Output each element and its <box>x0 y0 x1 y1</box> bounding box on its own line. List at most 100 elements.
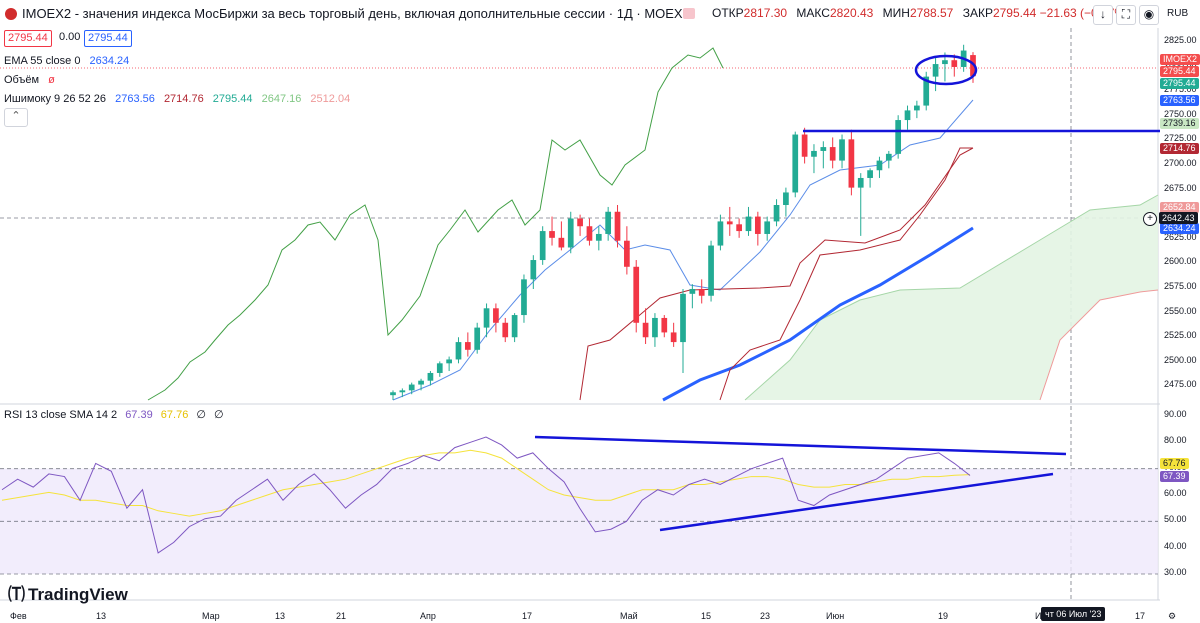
candle-body <box>820 147 827 151</box>
candle-body <box>511 315 518 338</box>
candle-body <box>717 221 724 246</box>
candle <box>839 134 845 169</box>
candle-body <box>605 211 612 234</box>
price-tag: 2739.16 <box>1160 118 1199 129</box>
candle-body <box>923 76 930 106</box>
candle <box>904 105 911 130</box>
symbol-title[interactable]: IMOEX2 - значения индекса МосБиржи за ве… <box>22 6 683 21</box>
camera-icon[interactable]: ◉ <box>1139 5 1159 25</box>
candle-body <box>446 359 452 364</box>
price-tag: 2795.44 <box>1160 78 1199 89</box>
candle <box>848 129 855 196</box>
candle <box>876 156 883 178</box>
settings-gear-icon[interactable]: ⚙ <box>1168 611 1177 621</box>
arrow-down-icon[interactable]: ↓ <box>1093 5 1113 25</box>
senkou-span-a <box>744 194 1159 401</box>
rsi-sma-line <box>1 449 971 517</box>
price-tag: 2652.84 <box>1160 202 1199 213</box>
price-axis-label: 2575.00 <box>1164 281 1197 291</box>
candle <box>642 308 649 345</box>
candle <box>811 144 817 174</box>
ema-legend[interactable]: EMA 55 close 0 2634.24 <box>4 55 130 67</box>
rsi-upper-trendline <box>534 435 1067 456</box>
candle <box>464 332 471 357</box>
time-axis-label: 23 <box>760 611 771 621</box>
candle <box>895 115 902 159</box>
candle <box>661 315 668 338</box>
fullscreen-icon[interactable]: ⛶ <box>1116 5 1136 25</box>
user-drawings <box>534 54 1160 532</box>
tradingview-logo-icon: 🄣 <box>8 585 25 604</box>
candle <box>820 141 827 169</box>
tradingview-logo[interactable]: 🄣 TradingView <box>8 580 128 605</box>
kumo-area <box>745 195 1158 400</box>
candle <box>605 206 612 241</box>
time-axis-label: 21 <box>336 611 347 621</box>
price-axis-label: 2525.00 <box>1164 330 1197 341</box>
flag-icon[interactable] <box>683 8 695 19</box>
bid-price[interactable]: 2795.44 <box>4 30 52 47</box>
candle-body <box>848 139 855 188</box>
price-tag: 2714.76 <box>1160 143 1199 154</box>
price-axis-label: 2625.00 <box>1164 231 1197 242</box>
candle-body <box>408 384 415 391</box>
currency-label[interactable]: RUB <box>1167 8 1189 19</box>
candle-body <box>680 293 686 343</box>
price-axis-label: 2700.00 <box>1164 158 1197 168</box>
candle-body <box>689 288 696 294</box>
hidden-eye-icon[interactable]: ø <box>48 74 55 86</box>
candle <box>867 168 873 188</box>
candle <box>436 361 443 377</box>
candle <box>511 313 518 343</box>
candle-body <box>624 240 630 267</box>
collapse-legend-button[interactable]: ⌃ <box>4 108 28 127</box>
candle-body <box>642 322 649 338</box>
candle-body <box>567 218 574 248</box>
candle <box>680 288 686 373</box>
candle-body <box>867 170 873 178</box>
candle-body <box>708 245 714 296</box>
price-axis-label: 2475.00 <box>1164 379 1197 390</box>
candle <box>932 57 939 92</box>
candlestick-series <box>390 44 976 400</box>
candle-body <box>633 266 640 323</box>
price-axis-label: 2725.00 <box>1164 133 1197 144</box>
price-axis-label: 2500.00 <box>1164 354 1197 365</box>
ohlc-values: ОТКР2817.30 МАКС2820.43 МИН2788.57 ЗАКР2… <box>712 6 1130 20</box>
candle <box>783 187 789 217</box>
candle-body <box>970 55 976 77</box>
candle <box>427 371 434 386</box>
ask-price[interactable]: 2795.44 <box>84 30 132 47</box>
volume-legend[interactable]: Объём ø <box>4 74 55 86</box>
candle-body <box>670 332 677 343</box>
senkou-span-b <box>1039 289 1159 401</box>
candle-body <box>577 218 583 227</box>
candle-body <box>764 221 771 234</box>
candle-body <box>483 308 490 328</box>
candle-body <box>745 216 752 232</box>
rsi-legend[interactable]: RSI 13 close SMA 14 2 67.39 67.76 ∅ ∅ <box>4 409 224 421</box>
price-axis-label: 2675.00 <box>1164 182 1197 193</box>
candle-body <box>436 363 443 373</box>
candle <box>586 218 593 246</box>
time-axis-label: Фев <box>10 611 27 621</box>
candle-body <box>895 120 902 154</box>
rsi-axis-label: 90.00 <box>1164 409 1187 419</box>
add-alert-icon[interactable]: + <box>1143 212 1157 226</box>
candle-body <box>726 221 733 225</box>
rsi-value-tag: 67.76 <box>1160 458 1189 469</box>
price-axis-label: 2600.00 <box>1164 256 1197 267</box>
ema-55-line <box>662 226 974 402</box>
rsi-axis-label: 30.00 <box>1164 566 1187 577</box>
candle-body <box>493 308 499 323</box>
time-axis-label: Июн <box>826 611 845 621</box>
candle <box>633 260 640 333</box>
time-axis-label: 13 <box>96 611 107 621</box>
candle <box>539 226 546 265</box>
candle <box>754 211 761 246</box>
candle <box>726 206 733 236</box>
candle <box>567 211 574 254</box>
ichimoku-legend[interactable]: Ишимоку 9 26 52 26 2763.56 2714.76 2795.… <box>4 93 351 105</box>
time-axis-label: 19 <box>938 611 949 621</box>
